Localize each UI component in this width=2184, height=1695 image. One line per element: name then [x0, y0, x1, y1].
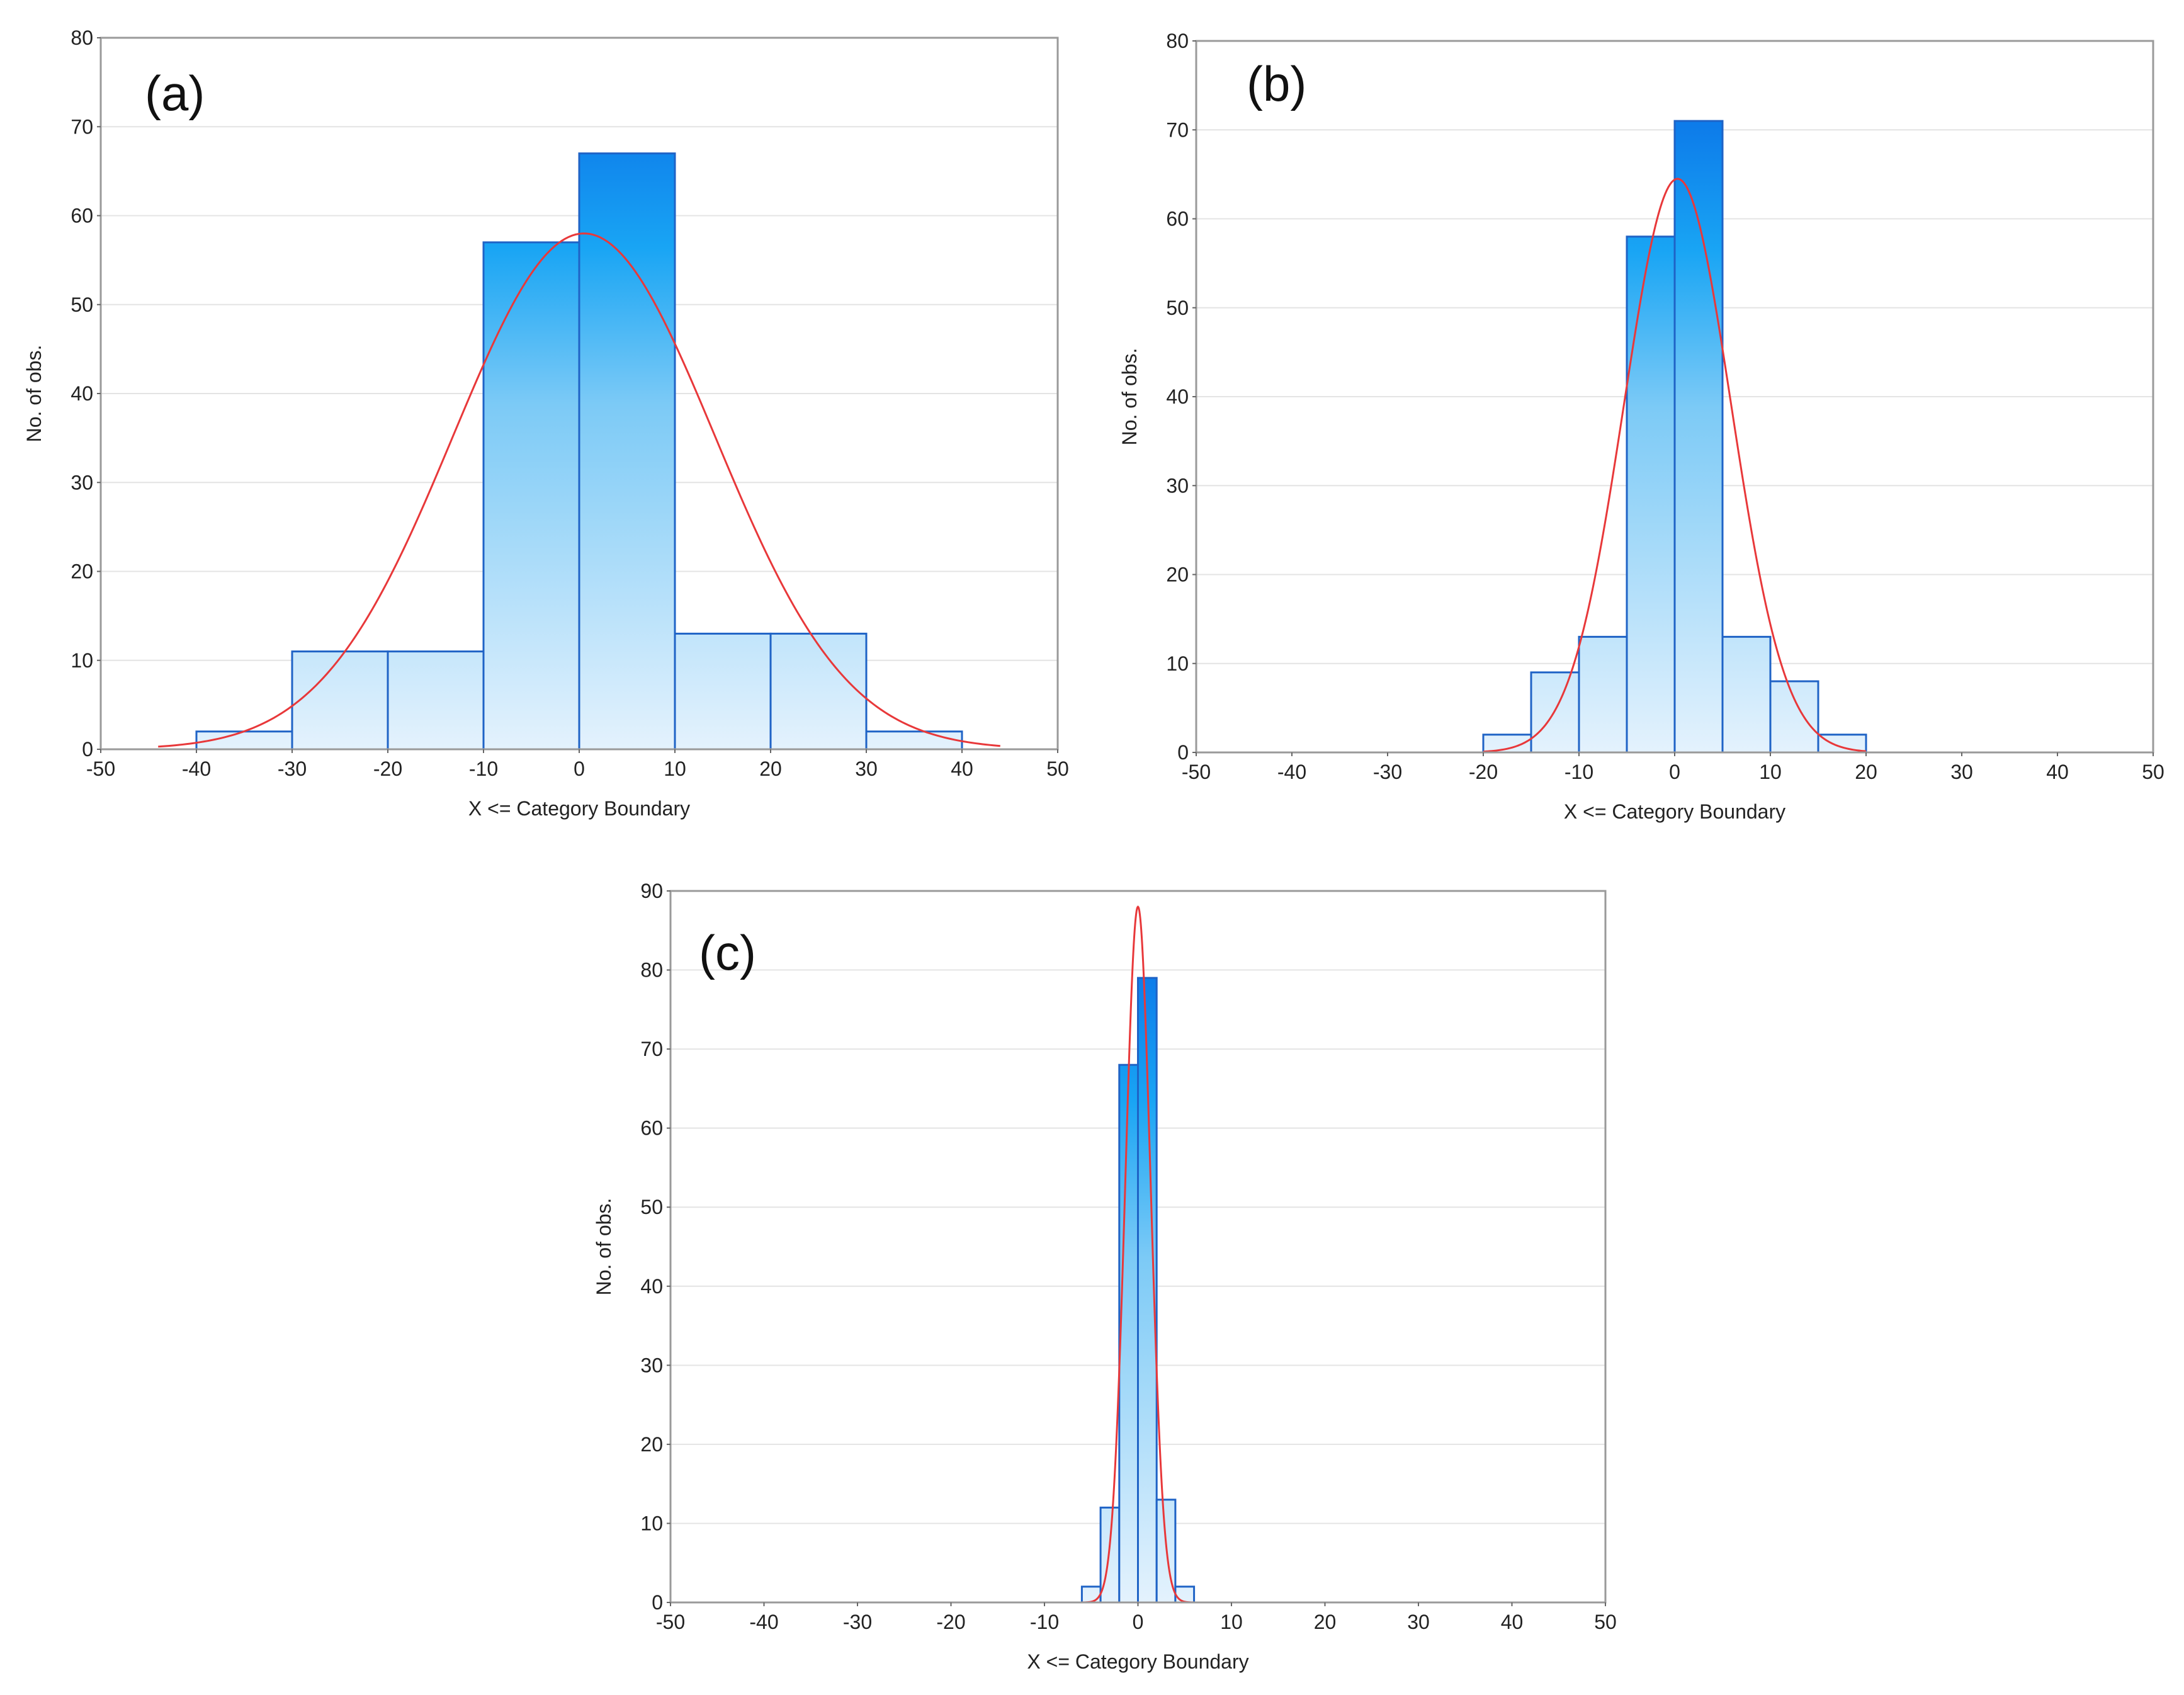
y-tick-label: 60: [71, 205, 93, 227]
y-tick-label: 20: [1166, 564, 1189, 586]
y-tick-label: 10: [640, 1512, 663, 1534]
x-tick-label: 20: [1314, 1611, 1337, 1633]
x-tick-label: 50: [1594, 1611, 1617, 1633]
x-tick-label: -10: [1030, 1611, 1059, 1633]
y-tick-label: 0: [652, 1591, 663, 1614]
x-tick-label: 0: [1669, 761, 1680, 783]
y-tick-label: 50: [640, 1196, 663, 1218]
histogram-bar: [1080, 1585, 1102, 1604]
x-tick-label: -20: [373, 757, 402, 780]
y-axis-label: No. of obs.: [592, 1198, 615, 1296]
panel-label: (b): [1247, 56, 1306, 111]
histogram-bar: [1769, 680, 1819, 754]
y-tick-label: 0: [82, 738, 93, 761]
x-axis-label: X <= Category Boundary: [1564, 800, 1785, 823]
x-tick-label: -50: [1182, 761, 1211, 783]
x-tick-label: 20: [1855, 761, 1877, 783]
histogram-b-svg: 0 10 20 30 40 50 60 70 80 -50 -40 -30 -20 -10 0 10 20 30 4…: [1118, 30, 2164, 823]
histogram-bar: [1626, 235, 1676, 754]
x-tick-label: -50: [656, 1611, 685, 1633]
x-tick-label: -40: [1277, 761, 1306, 783]
y-tick-label: 60: [640, 1117, 663, 1140]
y-tick-label: 90: [640, 880, 663, 902]
histogram-bar: [1174, 1585, 1196, 1604]
histogram-bar: [482, 241, 580, 751]
x-tick-label: 30: [855, 757, 878, 780]
y-tick-label: 60: [1166, 208, 1189, 230]
histogram-bar: [291, 650, 389, 751]
histogram-c-svg: 0 10 20 30 40 50 60 70 80 90 -50 -40 -30 -20 -10 0 10 20 3…: [592, 880, 1617, 1673]
histogram-bar: [1578, 635, 1628, 754]
x-tick-label: 30: [1407, 1611, 1430, 1633]
x-tick-label: 10: [1220, 1611, 1243, 1633]
y-tick-label: 30: [640, 1354, 663, 1376]
y-tick-label: 80: [640, 959, 663, 982]
y-axis-label: No. of obs.: [1118, 348, 1141, 446]
histogram-bar: [1817, 734, 1867, 754]
y-tick-label: 80: [71, 26, 93, 49]
y-tick-label: 10: [71, 649, 93, 672]
x-tick-label: -30: [843, 1611, 872, 1633]
x-axis-label: X <= Category Boundary: [1027, 1650, 1248, 1673]
y-tick-label: 0: [1177, 741, 1189, 764]
x-tick-label: 0: [574, 757, 585, 780]
normal-fit-curve: [1082, 905, 1194, 1604]
histogram-bar: [674, 632, 772, 751]
y-tick-label: 20: [640, 1433, 663, 1456]
histogram-bar: [1118, 1063, 1139, 1604]
y-tick-label: 70: [71, 115, 93, 138]
y-tick-label: 40: [640, 1275, 663, 1298]
x-tick-label: 50: [2142, 761, 2164, 783]
x-axis-label: X <= Category Boundary: [468, 797, 690, 820]
x-tick-label: 40: [951, 757, 973, 780]
y-axis-label: No. of obs.: [23, 345, 45, 443]
y-tick-label: 30: [1166, 474, 1189, 497]
x-tick-label: 40: [1501, 1611, 1524, 1633]
panel-label: (a): [145, 65, 205, 121]
histogram-panel-a: 0 10 20 30 40 50 60 70 80 -50 -40 -30 -20 -10 0 10 20 30 4…: [0, 0, 1083, 837]
x-tick-label: -20: [1469, 761, 1498, 783]
y-tick-label: 30: [71, 471, 93, 494]
y-tick-label: 80: [1166, 30, 1189, 52]
histogram-a-svg: 0 10 20 30 40 50 60 70 80 -50 -40 -30 -20 -10 0 10 20 30 4…: [23, 26, 1069, 820]
x-tick-label: 10: [1759, 761, 1782, 783]
x-tick-label: 50: [1046, 757, 1069, 780]
y-tick-label: 20: [71, 560, 93, 583]
x-tick-label: 30: [1950, 761, 1973, 783]
histogram-bar: [1673, 120, 1724, 754]
x-tick-label: 10: [664, 757, 686, 780]
x-tick-label: -40: [182, 757, 211, 780]
x-tick-label: 0: [1133, 1611, 1144, 1633]
y-tick-label: 10: [1166, 652, 1189, 675]
histogram-bar: [387, 650, 485, 751]
normal-fit-curve: [158, 232, 1000, 748]
histogram-panel-c: 0 10 20 30 40 50 60 70 80 90 -50 -40 -30 -20 -10 0 10 20 3…: [554, 856, 1637, 1695]
x-tick-label: -10: [469, 757, 498, 780]
x-tick-label: -50: [86, 757, 115, 780]
y-tick-label: 70: [1166, 118, 1189, 141]
y-tick-label: 40: [1166, 385, 1189, 408]
histogram-bar: [1721, 635, 1772, 754]
panel-label: (c): [699, 925, 756, 980]
histogram-bar: [1530, 671, 1580, 754]
histogram-bar: [578, 152, 676, 751]
x-tick-label: -10: [1564, 761, 1593, 783]
x-tick-label: 40: [2046, 761, 2069, 783]
histogram-bar: [865, 730, 963, 751]
x-tick-label: -20: [936, 1611, 965, 1633]
x-tick-label: 20: [759, 757, 782, 780]
y-tick-label: 40: [71, 382, 93, 405]
normal-fit-curve: [1483, 178, 1867, 753]
x-tick-label: -30: [278, 757, 307, 780]
y-tick-label: 50: [71, 293, 93, 316]
x-tick-label: -30: [1373, 761, 1402, 783]
y-tick-label: 50: [1166, 297, 1189, 319]
y-tick-label: 70: [640, 1038, 663, 1060]
histogram-panel-b: 0 10 20 30 40 50 60 70 80 -50 -40 -30 -20 -10 0 10 20 30 4…: [1089, 0, 2184, 837]
x-tick-label: -40: [749, 1611, 778, 1633]
histogram-bar: [769, 632, 868, 751]
